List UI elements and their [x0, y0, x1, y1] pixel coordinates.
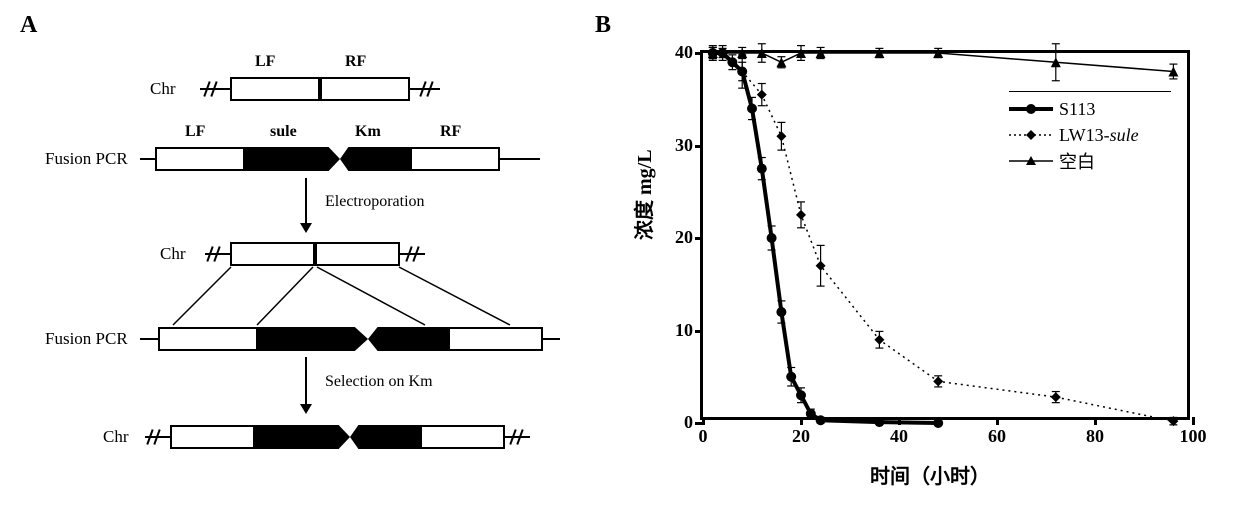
label-km-1: Km [355, 123, 381, 141]
panel-b-chart: 浓度 mg/L 时间（小时） S113 LW13-sule 空白 0102030… [620, 40, 1220, 490]
row-label-fusion1: Fusion PCR [45, 149, 128, 169]
row-label-chr2: Chr [160, 244, 186, 264]
box-rf-4 [448, 327, 543, 351]
recombination-lines [45, 263, 605, 328]
label-lf-2: LF [185, 123, 205, 141]
label-rf-2: RF [440, 123, 461, 141]
label-rf-1: RF [345, 53, 366, 71]
box-rf-5 [420, 425, 505, 449]
seg-km-1 [340, 147, 410, 171]
legend: S113 LW13-sule 空白 [1005, 89, 1175, 176]
legend-label-s113: S113 [1059, 99, 1095, 120]
panel-b-label: B [595, 12, 611, 39]
box-rf-1 [320, 77, 410, 101]
x-axis-title: 时间（小时） [870, 460, 990, 489]
seg-km-2 [368, 327, 448, 351]
legend-label-lw13: LW13-sule [1059, 125, 1139, 146]
panel-a-label: A [20, 12, 37, 39]
y-axis-title: 浓度 mg/L [628, 149, 657, 240]
seg-sule-2 [258, 327, 368, 351]
legend-row-s113: S113 [1009, 96, 1171, 122]
box-lf-5 [170, 425, 255, 449]
label-electroporation: Electroporation [325, 193, 425, 211]
label-lf-1: LF [255, 53, 275, 71]
arrow-selection [305, 357, 307, 412]
label-sule-1: sule [270, 123, 297, 141]
legend-row-lw13: LW13-sule [1009, 122, 1171, 148]
legend-label-blank: 空白 [1059, 148, 1095, 174]
chart-area: S113 LW13-sule 空白 010203040020406080100 [700, 50, 1190, 420]
seg-km-3 [350, 425, 420, 449]
row-label-fusion2: Fusion PCR [45, 329, 128, 349]
panel-a-diagram: Chr LF RF Fusion PCR LF sule Km RF [45, 45, 605, 495]
label-selection: Selection on Km [325, 373, 433, 391]
seg-sule-3 [255, 425, 350, 449]
legend-row-blank: 空白 [1009, 148, 1171, 174]
seg-sule-1 [245, 147, 340, 171]
box-lf-1 [230, 77, 320, 101]
row-label-chr1: Chr [150, 79, 176, 99]
box-lf-2 [155, 147, 245, 171]
row-label-chr3: Chr [103, 427, 129, 447]
box-lf-4 [158, 327, 258, 351]
arrow-electroporation [305, 178, 307, 231]
box-rf-2 [410, 147, 500, 171]
